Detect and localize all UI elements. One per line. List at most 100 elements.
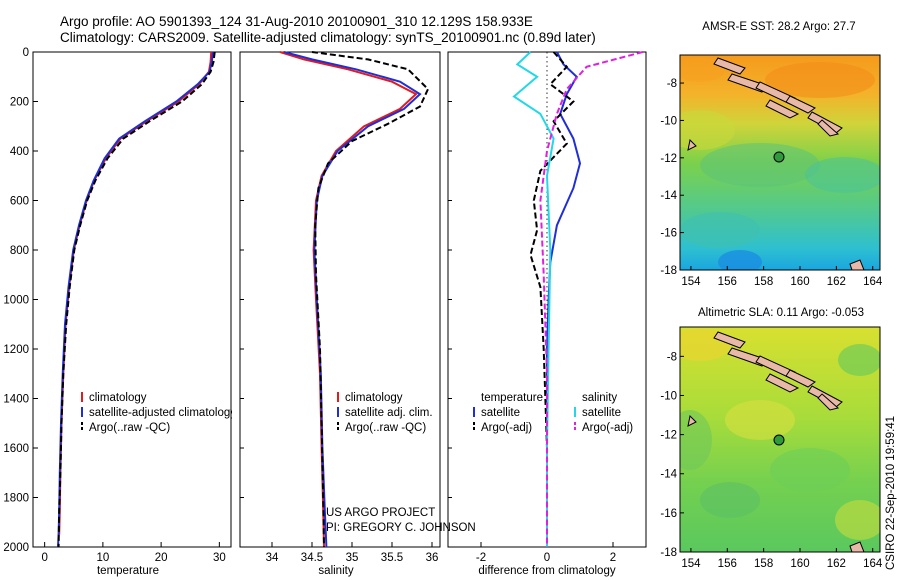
lat-tick-label: -18 [660, 547, 677, 559]
legend-label: Argo(..raw -QC) [345, 422, 426, 434]
x-tick-label: 0 [41, 552, 47, 564]
lon-tick-label: 156 [718, 558, 737, 570]
temperature-panel-frame [32, 51, 232, 548]
csiro-timestamp: CSIRO 22-Sep-2010 19:59:41 [885, 416, 897, 570]
salinity-legend: climatology satellite adj. clim. Argo(..… [337, 392, 433, 434]
depth-tick-label: 1000 [3, 295, 29, 307]
depth-tick-label: 400 [10, 146, 29, 158]
series-line-climatology [58, 51, 213, 535]
pi-credit: PI: GREGORY C. JOHNSON [326, 522, 476, 534]
x-tick-label: 34.5 [301, 552, 323, 564]
depth-axis: 0 200 400 600 800 1000 1200 1400 1600 1800 2000 [3, 47, 38, 554]
legend-label: satellite [582, 407, 621, 419]
sla-map-title: Altimetric SLA: 0.11 Argo: -0.053 [698, 307, 864, 319]
lat-tick-label: -8 [667, 78, 677, 90]
sla-blob [700, 482, 760, 518]
lon-tick-label: 158 [754, 276, 773, 288]
island-outlines [687, 331, 865, 552]
island-shape [849, 541, 865, 552]
temperature-axis: 0 10 20 30 [33, 51, 226, 564]
island-shape [785, 95, 816, 114]
difference-xlabel: difference from climatology [478, 565, 615, 577]
lon-tick-label: 156 [718, 276, 737, 288]
legend-label: climatology [89, 392, 147, 404]
depth-tick-label: 600 [10, 196, 29, 208]
lat-tick-label: -16 [660, 228, 677, 240]
series-line-salinity-satellite [512, 51, 555, 547]
salinity-axis: 34 34.5 35 35.5 36 [240, 51, 439, 564]
x-tick-label: 35.5 [381, 552, 403, 564]
island-outlines [687, 57, 865, 270]
sst-blob [680, 212, 760, 248]
lon-tick-label: 164 [863, 276, 883, 288]
sla-blob [835, 500, 880, 540]
island-shape [765, 373, 800, 393]
x-tick-label: 20 [155, 552, 168, 564]
lon-tick-label: 154 [681, 558, 701, 570]
depth-tick-label: 800 [10, 245, 29, 257]
project-credit: US ARGO PROJECT [326, 507, 435, 519]
depth-tick-label: 1600 [3, 443, 29, 455]
legend-label: Argo(-adj) [582, 422, 633, 434]
sst-blob [765, 62, 875, 98]
sla-blob [770, 448, 850, 492]
argo-location-marker [773, 434, 785, 446]
salinity-xlabel: salinity [318, 565, 353, 577]
figure-title-line2: Climatology: CARS2009. Satellite-adjuste… [60, 30, 596, 45]
depth-tick-label: 1400 [3, 394, 29, 406]
sst-blob [805, 157, 880, 193]
legend-label: satellite-adjusted climatology [89, 407, 236, 419]
island-shape [817, 393, 840, 411]
series-line-climatology [279, 51, 418, 548]
x-tick-label: 34 [266, 552, 279, 564]
lat-tick-label: -18 [660, 265, 677, 277]
lon-tick-label: 162 [827, 558, 846, 570]
depth-tick-label: 2000 [3, 542, 29, 554]
sla-map-axes: 154 156 158 160 162 164 -8 -10 -12 -14 -16 -18 [660, 351, 883, 570]
sst-blob [718, 250, 762, 270]
x-tick-label: 30 [213, 552, 226, 564]
lon-tick-label: 154 [681, 276, 701, 288]
legend-label: Argo(-adj) [481, 422, 532, 434]
temperature-xlabel: temperature [97, 565, 159, 577]
island-shape [713, 57, 746, 75]
lon-tick-label: 158 [754, 558, 773, 570]
salinity-series [279, 51, 430, 548]
series-line-satellite-adj-clim [283, 51, 422, 548]
series-line-argo-raw-qc [57, 51, 216, 548]
lon-tick-label: 160 [790, 276, 809, 288]
island-shape [687, 138, 697, 151]
lat-tick-label: -14 [660, 190, 677, 202]
sla-map-frame [679, 326, 881, 553]
lat-tick-label: -12 [660, 430, 677, 442]
lat-tick-label: -10 [660, 115, 677, 127]
x-tick-label: 0 [544, 552, 550, 564]
difference-axis: -2 0 2 [448, 51, 616, 564]
sla-blob [838, 344, 880, 376]
series-line-temperature-satellite [546, 51, 582, 547]
figure-title-line1: Argo profile: AO 5901393_124 31-Aug-2010… [60, 14, 533, 29]
temperature-legend: climatology satellite-adjusted climatolo… [81, 392, 236, 434]
lon-tick-label: 162 [827, 276, 846, 288]
lon-tick-label: 164 [863, 558, 883, 570]
sla-blob [725, 400, 795, 440]
legend-label: satellite adj. clim. [345, 407, 433, 419]
x-tick-label: -2 [476, 552, 486, 564]
difference-legend: temperature satellite Argo(-adj) salinit… [473, 392, 633, 434]
depth-tick-label: 1800 [3, 493, 29, 505]
depth-tick-label: 200 [10, 97, 29, 109]
x-tick-label: 10 [96, 552, 109, 564]
x-tick-label: 36 [426, 552, 439, 564]
sst-blob [680, 110, 735, 150]
series-line-salinity-argo-adj [539, 51, 643, 547]
series-line-satellite-adjusted-climatology [57, 51, 214, 548]
legend-clip-mask [232, 390, 239, 435]
legend-heading-salinity: salinity [582, 392, 617, 404]
lat-tick-label: -8 [667, 351, 677, 363]
lat-tick-label: -10 [660, 390, 677, 402]
lat-tick-label: -16 [660, 508, 677, 520]
island-shape [765, 99, 800, 119]
lat-tick-label: -12 [660, 153, 677, 165]
island-shape [713, 331, 746, 349]
